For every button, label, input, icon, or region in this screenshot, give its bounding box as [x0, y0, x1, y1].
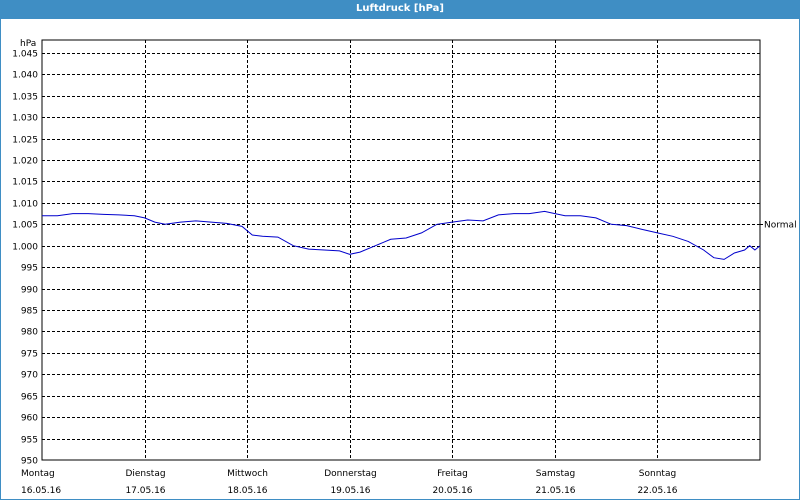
pressure-series-line	[42, 210, 761, 260]
y-axis-label: hPa	[20, 39, 36, 49]
y-tick-label: 990	[21, 286, 38, 296]
y-tick-label: 965	[21, 393, 38, 403]
x-tick-date-label: 21.05.16	[535, 486, 575, 496]
x-tick-day-label: Freitag	[437, 469, 468, 479]
y-tick-label: 1.040	[12, 71, 38, 81]
y-tick-label: 960	[21, 414, 38, 424]
y-tick-label: 1.000	[12, 243, 38, 253]
x-tick-day-label: Montag	[21, 469, 55, 479]
y-tick-label: 1.045	[12, 50, 38, 60]
y-tick-label: 995	[21, 264, 38, 274]
x-tick-date-label: 18.05.16	[227, 486, 267, 496]
y-tick-label: 980	[21, 328, 38, 338]
y-tick-label: 1.010	[12, 200, 38, 210]
axis-layer: 950 955 960 965 970 975 980 985 990 995 1.000 1.005…	[12, 39, 796, 496]
x-tick-day-label: Dienstag	[125, 469, 165, 479]
x-tick-day-label: Mittwoch	[227, 469, 268, 479]
y-tick-label: 1.005	[12, 221, 38, 231]
y-tick-label: 1.015	[12, 178, 38, 188]
y-tick-label: 975	[21, 350, 38, 360]
y-tick-label: 950	[21, 457, 38, 467]
x-tick-date-label: 19.05.16	[330, 486, 370, 496]
y-tick-label: 1.020	[12, 157, 38, 167]
x-tick-day-label: Sonntag	[639, 469, 676, 479]
x-tick-date-label: 16.05.16	[21, 486, 61, 496]
normal-reference-label: Normal	[764, 221, 797, 231]
x-tick-day-label: Donnerstag	[324, 469, 377, 479]
x-tick-date-label: 20.05.16	[432, 486, 472, 496]
x-tick-date-label: 17.05.16	[125, 486, 165, 496]
plot-area-frame	[41, 39, 761, 461]
x-tick-date-label: 22.05.16	[637, 486, 677, 496]
y-tick-label: 955	[21, 436, 38, 446]
series-layer	[42, 210, 761, 260]
y-tick-label: 1.035	[12, 93, 38, 103]
y-tick-label: 970	[21, 371, 38, 381]
y-tick-label: 1.030	[12, 114, 38, 124]
chart-title: Luftdruck [hPa]	[0, 0, 800, 18]
x-tick-day-label: Samstag	[536, 469, 575, 479]
y-tick-label: 1.025	[12, 136, 38, 146]
grid-layer	[41, 39, 761, 461]
y-tick-label: 985	[21, 307, 38, 317]
